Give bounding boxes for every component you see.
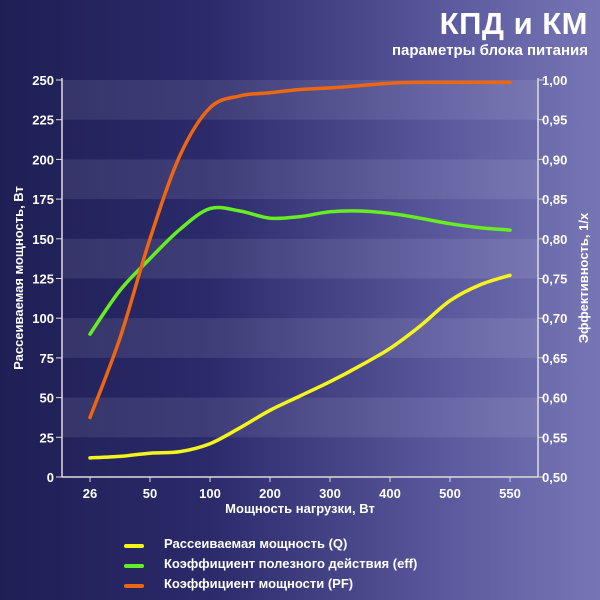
y-left-tick-label: 25	[40, 430, 54, 445]
x-tick-label: 26	[83, 486, 97, 501]
grid-band	[62, 80, 538, 120]
x-tick-label: 400	[379, 486, 401, 501]
legend-swatch-eff	[124, 564, 144, 568]
x-tick-label: 200	[259, 486, 281, 501]
x-tick-labels: 26 50 100 200 300 400 500 550	[83, 477, 521, 501]
y-left-tick-label: 50	[40, 391, 54, 406]
legend-swatch-pf	[124, 584, 144, 588]
y-left-tick-label: 175	[32, 192, 54, 207]
series-line-q	[88, 273, 512, 460]
grid-band	[62, 159, 538, 200]
y-right-tick-label: 0,85	[542, 192, 567, 207]
y-right-tick-label: 0,75	[542, 272, 567, 287]
y-right-tick-label: 0,50	[542, 470, 567, 485]
grid-bands	[62, 80, 538, 438]
chart-title: КПД и КМ	[439, 6, 588, 41]
y-right-tick-label: 0,55	[542, 430, 567, 445]
series-lines	[88, 80, 512, 460]
x-axis-label: Мощность нагрузки, Вт	[225, 501, 375, 516]
axes	[61, 78, 539, 478]
y-right-tick-label: 0,80	[542, 232, 567, 247]
y-right-tick-label: 0,65	[542, 351, 567, 366]
x-tick-label: 50	[143, 486, 157, 501]
x-tick-label: 300	[319, 486, 341, 501]
y-left-tick-label: 0	[47, 470, 54, 485]
y-right-tick-label: 0,90	[542, 152, 567, 167]
y-left-tick-label: 225	[32, 113, 54, 128]
y-right-tick-label: 1,00	[542, 73, 567, 88]
y-left-tick-label: 250	[32, 73, 54, 88]
y-left-tick-label: 75	[40, 351, 54, 366]
left-tick-labels: 0 25 50 75 100 125 150 175 200 225 250	[32, 73, 62, 485]
grid-band	[62, 318, 538, 358]
grid-band	[62, 238, 538, 279]
right-tick-labels: 0,50 0,55 0,60 0,65 0,70 0,75 0,80 0,85 0,90 0,95…	[538, 73, 567, 485]
series-line-pf	[88, 80, 512, 420]
x-tick-label: 550	[499, 486, 521, 501]
y-axis-left-label: Рассеиваемая мощность, Вт	[11, 186, 26, 370]
y-left-tick-label: 100	[32, 311, 54, 326]
x-tick-label: 500	[439, 486, 461, 501]
legend-label-q: Рассеиваемая мощность (Q)	[164, 536, 348, 551]
legend-label-eff: Коэффициент полезного действия (eff)	[164, 556, 418, 571]
x-tick-label: 100	[199, 486, 221, 501]
legend-swatch-q	[124, 544, 144, 548]
y-right-tick-label: 0,95	[542, 113, 567, 128]
y-right-tick-label: 0,70	[542, 311, 567, 326]
y-left-tick-label: 200	[32, 152, 54, 167]
chart-subtitle: параметры блока питания	[391, 42, 588, 59]
y-axis-right-label: Эффективность, 1/x	[576, 212, 591, 343]
legend-label-pf: Коэффициент мощности (PF)	[164, 576, 354, 591]
y-left-tick-label: 150	[32, 232, 54, 247]
grid-band	[62, 397, 538, 438]
y-left-tick-label: 125	[32, 272, 54, 287]
y-right-tick-label: 0,60	[542, 391, 567, 406]
series-line-eff	[88, 205, 512, 336]
